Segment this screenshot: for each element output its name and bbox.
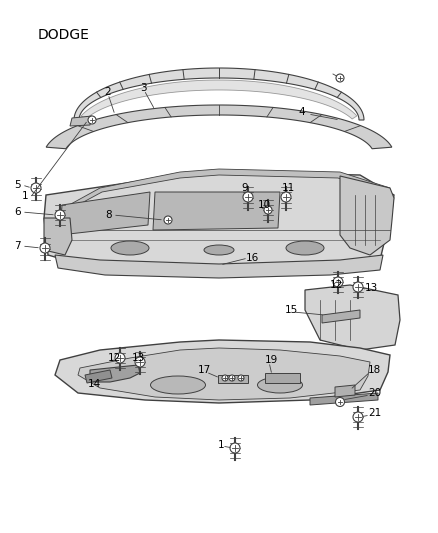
Circle shape — [336, 74, 344, 82]
Text: 19: 19 — [265, 355, 278, 365]
Polygon shape — [70, 116, 92, 126]
Polygon shape — [305, 285, 400, 350]
Text: 17: 17 — [198, 365, 211, 375]
Polygon shape — [153, 192, 280, 230]
Polygon shape — [218, 375, 248, 383]
Text: 2: 2 — [104, 87, 111, 97]
Circle shape — [336, 398, 345, 407]
Circle shape — [115, 353, 125, 363]
Text: 1: 1 — [218, 440, 225, 450]
Circle shape — [135, 357, 145, 367]
Circle shape — [230, 443, 240, 453]
Text: 5: 5 — [14, 180, 21, 190]
Polygon shape — [310, 393, 378, 405]
Text: 14: 14 — [88, 379, 101, 389]
Ellipse shape — [111, 241, 149, 255]
Text: 12: 12 — [330, 280, 343, 290]
Circle shape — [55, 210, 65, 220]
Ellipse shape — [286, 241, 324, 255]
Circle shape — [353, 282, 363, 292]
Polygon shape — [55, 340, 390, 403]
Circle shape — [238, 375, 244, 381]
Polygon shape — [44, 218, 72, 255]
Text: 3: 3 — [140, 83, 147, 93]
Text: 18: 18 — [368, 365, 381, 375]
Text: 6: 6 — [14, 207, 21, 217]
Polygon shape — [74, 68, 364, 120]
Polygon shape — [90, 365, 140, 382]
Circle shape — [40, 243, 50, 253]
Circle shape — [31, 183, 41, 193]
Text: 11: 11 — [282, 183, 295, 193]
Polygon shape — [322, 310, 360, 323]
Circle shape — [333, 277, 343, 287]
Text: 20: 20 — [368, 388, 381, 398]
Text: 13: 13 — [365, 283, 378, 293]
Ellipse shape — [151, 376, 205, 394]
Polygon shape — [55, 255, 383, 278]
Text: 7: 7 — [14, 241, 21, 251]
Circle shape — [243, 192, 253, 202]
Text: 9: 9 — [241, 183, 247, 193]
Text: 15: 15 — [285, 305, 298, 315]
Circle shape — [229, 375, 235, 381]
Circle shape — [264, 206, 272, 214]
Polygon shape — [60, 169, 390, 212]
Text: DODGE: DODGE — [38, 28, 90, 42]
Circle shape — [281, 192, 291, 202]
Ellipse shape — [258, 377, 303, 393]
Circle shape — [88, 116, 96, 124]
Text: 16: 16 — [246, 253, 259, 263]
Polygon shape — [60, 192, 150, 235]
Polygon shape — [335, 385, 355, 397]
Circle shape — [353, 412, 363, 422]
Text: 1: 1 — [22, 191, 28, 201]
Text: 13: 13 — [132, 353, 145, 363]
Circle shape — [222, 375, 228, 381]
Text: 21: 21 — [368, 408, 381, 418]
Ellipse shape — [204, 245, 234, 255]
Polygon shape — [81, 80, 357, 119]
Text: 12: 12 — [108, 353, 121, 363]
Polygon shape — [44, 172, 394, 272]
Polygon shape — [85, 370, 112, 383]
Polygon shape — [78, 348, 370, 400]
Polygon shape — [46, 105, 392, 149]
Polygon shape — [265, 373, 300, 383]
Text: 8: 8 — [105, 210, 112, 220]
Polygon shape — [340, 176, 394, 255]
Text: 10: 10 — [258, 200, 271, 210]
Text: 4: 4 — [298, 107, 304, 117]
Circle shape — [164, 216, 172, 224]
